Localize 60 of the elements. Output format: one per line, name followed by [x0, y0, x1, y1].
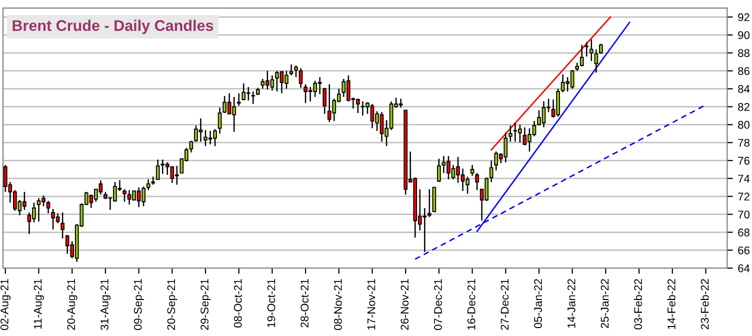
candlestick: [589, 38, 594, 62]
y-tick-label: 80: [738, 120, 750, 129]
x-tick-label: 23-Feb-22: [700, 279, 709, 330]
x-tick-label: 20-Sep-21: [167, 279, 178, 330]
y-tick-label: 74: [738, 174, 750, 182]
x-tick-label: 19-Oct-21: [267, 279, 276, 328]
candlestick: [580, 44, 584, 67]
candlestick: [508, 124, 512, 142]
candlestick: [294, 64, 298, 78]
y-tick-label: 84: [738, 85, 750, 93]
x-tick-label: 14-Jan-22: [567, 279, 576, 328]
x-tick-label: 17-Nov-21: [367, 279, 376, 330]
candlestick: [251, 90, 256, 105]
candlestick: [470, 164, 474, 176]
candlestick: [584, 42, 589, 58]
x-tick-label: 05-Jan-22: [534, 279, 542, 328]
candlestick: [156, 158, 160, 180]
x-tick-label: 08-Nov-21: [334, 279, 342, 330]
x-tick-label: 28-Oct-21: [300, 279, 309, 328]
y-tick-label: 78: [738, 138, 750, 147]
y-tick-label: 76: [738, 156, 750, 165]
y-tick-label: 68: [738, 228, 750, 236]
candlestick: [218, 106, 222, 134]
candlestick: [289, 64, 294, 76]
candlestick: [60, 212, 64, 240]
x-tick-label: 08-Oct-21: [234, 279, 242, 328]
x-tick-label: 03-Feb-22: [634, 279, 642, 330]
x-tick-label: 26-Nov-21: [400, 279, 409, 330]
x-tick-label: 20-Aug-21: [67, 279, 78, 330]
y-tick-label: 64: [738, 264, 750, 272]
x-tick-label: 02-Aug-21: [0, 279, 11, 330]
candlestick: [122, 188, 126, 202]
x-tick-label: 31-Aug-21: [100, 279, 111, 330]
candlestick: [146, 178, 150, 191]
x-tick-label: 09-Sep-21: [134, 279, 144, 330]
text: Brent Crude - Daily Candles: [12, 20, 214, 34]
x-tick-label: 16-Dec-21: [467, 279, 476, 330]
y-tick-label: 88: [738, 49, 750, 58]
candlestick: [437, 158, 441, 183]
candlestick: [322, 87, 327, 115]
y-tick-label: 90: [738, 31, 750, 40]
y-tick-label: 70: [738, 210, 750, 218]
candlestick: [475, 172, 479, 191]
x-tick-label: 07-Dec-21: [434, 279, 442, 330]
y-tick-label: 72: [738, 192, 750, 200]
candlestick: [298, 68, 303, 88]
candlestick: [489, 160, 494, 183]
candlestick: [594, 48, 598, 74]
candlestick: [599, 43, 603, 54]
candlestick: [428, 188, 432, 218]
y-tick-label: 86: [738, 67, 750, 75]
x-tick-label: 29-Sep-21: [200, 279, 211, 330]
x-tick-label: 11-Aug-21: [34, 279, 44, 329]
y-tick-label: 92: [738, 13, 750, 22]
x-tick-label: 14-Feb-22: [667, 279, 676, 329]
x-tick-label: 25-Jan-22: [600, 279, 609, 328]
y-tick-label: 66: [738, 246, 750, 254]
candlestick: [236, 92, 241, 106]
x-tick-label: 27-Dec-21: [500, 279, 509, 330]
y-tick-label: 82: [738, 102, 750, 111]
